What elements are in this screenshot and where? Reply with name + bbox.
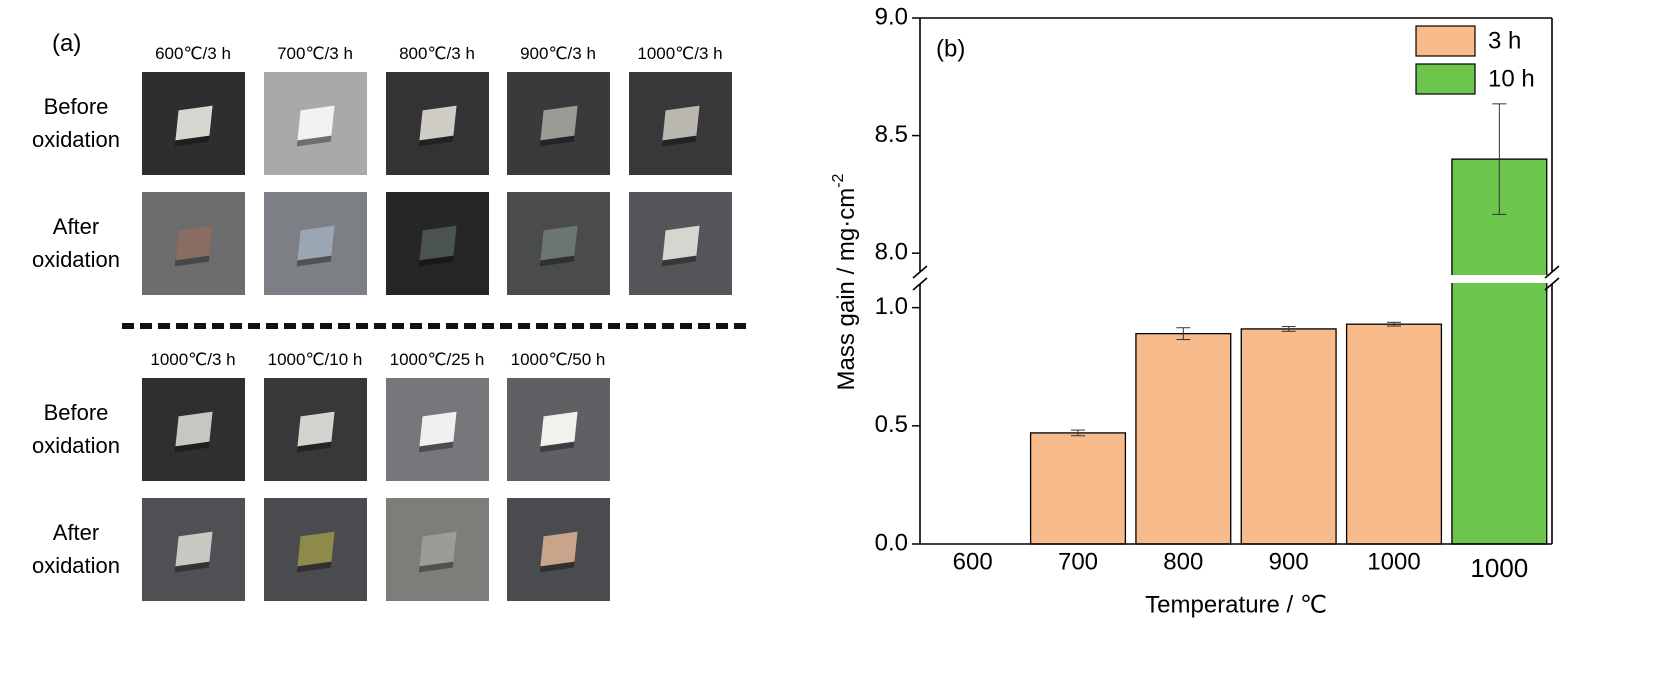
legend-swatch [1415,63,1476,95]
column-heading: 1000℃/25 h [389,350,485,369]
sample-photo [507,378,610,481]
y-axis-title-superscript: -2 [830,173,847,187]
sample-photo [142,72,245,175]
row-label: Before oxidation [31,400,121,458]
column-heading: 1000℃/10 h [267,350,363,369]
error-bar [1387,321,1401,327]
panel-a: (a) 600℃/3 h 700℃/3 h 800℃/3 h 900℃/3 h 1000… [0,0,780,673]
error-bar [1281,326,1296,332]
sample-photo [386,378,489,481]
error-bar [1492,103,1507,215]
sample-cube [297,105,335,141]
bar [1240,328,1337,545]
sample-cube [662,105,700,141]
bar [1029,432,1127,545]
x-axis-title: Temperature / ℃ [1145,591,1327,618]
y-axis-title: Mass gain / mg·cm-2 [830,173,860,390]
x-tick-label: 800 [1163,548,1203,575]
x-tick-label: 600 [953,548,993,575]
sample-cube [175,225,213,261]
break-mark [1544,277,1560,291]
sample-cube [662,225,700,261]
y-tick-label: 8.5 [875,121,908,148]
sample-photo [142,498,245,601]
bar [1345,323,1443,545]
sample-cube [419,531,457,567]
x-tick-label: 1000 [1367,548,1420,575]
row-label: After oxidation [31,214,121,272]
sample-photo [264,378,367,481]
legend-label: 10 h [1488,65,1535,92]
column-heading: 900℃/3 h [520,44,596,63]
sample-photo [629,72,732,175]
axis-break [921,275,1551,283]
sample-cube [540,531,578,567]
sample-photo [264,498,367,601]
sample-cube [540,105,578,141]
break-mark [912,277,928,291]
break-mark [1544,265,1560,279]
sample-photo [507,192,610,295]
sample-photo [264,72,367,175]
column-heading: 600℃/3 h [155,44,231,63]
y-tick-label: 1.0 [875,293,908,320]
sample-photo [386,192,489,295]
legend-swatch [1415,25,1476,57]
row-label: After oxidation [31,520,121,578]
y-tick-label: 8.0 [875,239,908,266]
bar [1135,332,1232,545]
sample-photo [629,192,732,295]
sample-cube [419,411,457,447]
legend-label: 3 h [1488,27,1521,54]
sample-cube [297,411,335,447]
panel-label: (a) [52,30,82,57]
sample-cube [175,105,213,141]
panel-label: (b) [936,35,965,62]
sample-cube [175,411,213,447]
x-tick-label: 1000 [1470,553,1528,583]
row-label: Before oxidation [31,94,121,152]
bar [1451,158,1548,545]
y-tick-label: 9.0 [875,3,908,30]
sample-cube [175,531,213,567]
x-tick-label: 700 [1058,548,1098,575]
break-mark [912,265,928,279]
sample-photo [507,72,610,175]
sample-photo [386,498,489,601]
sample-cube [297,225,335,261]
sample-cube [419,225,457,261]
column-heading: 1000℃/3 h [637,44,723,63]
sample-photo [386,72,489,175]
sample-photo [142,192,245,295]
divider [122,323,746,329]
error-bar [1176,327,1191,341]
sample-photo [507,498,610,601]
sample-photo [264,192,367,295]
sample-cube [297,531,335,567]
x-tick-label: 900 [1269,548,1309,575]
sample-cube [540,225,578,261]
column-heading: 700℃/3 h [277,44,353,63]
column-heading: 1000℃/3 h [150,350,236,369]
y-tick-label: 0.0 [875,529,908,556]
y-tick-label: 0.5 [875,411,908,438]
sample-photo [142,378,245,481]
column-heading: 800℃/3 h [399,44,475,63]
sample-cube [540,411,578,447]
error-bar [1071,429,1085,437]
y-axis-title-text: Mass gain / mg·cm [833,188,860,391]
column-heading: 1000℃/50 h [510,350,606,369]
sample-cube [419,105,457,141]
